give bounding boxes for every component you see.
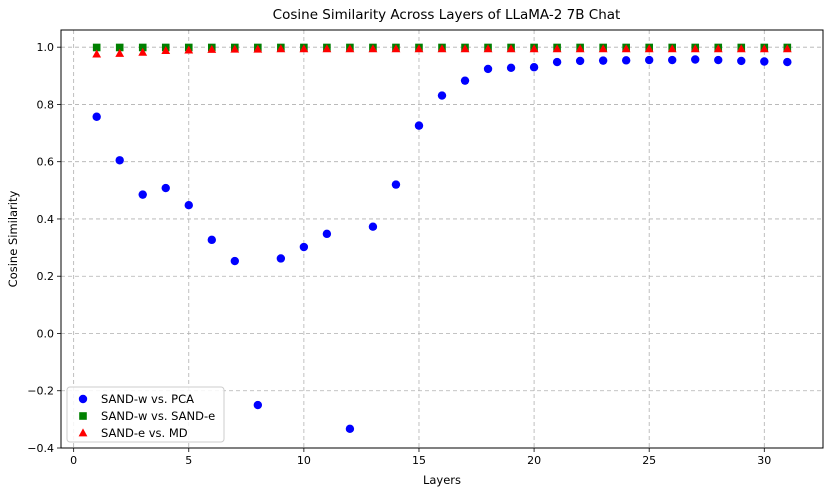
- x-tick-label: 25: [642, 454, 656, 467]
- data-point-triangle: [759, 44, 769, 53]
- chart-title: Cosine Similarity Across Layers of LLaMA…: [273, 7, 621, 23]
- data-point-triangle: [253, 44, 263, 53]
- data-point-circle: [760, 57, 769, 66]
- data-point-circle: [598, 56, 608, 65]
- data-point-circle: [437, 91, 447, 100]
- legend-entry-label: SAND-e vs. MD: [101, 426, 188, 440]
- data-point-triangle: [621, 44, 631, 53]
- data-point-circle: [322, 229, 332, 239]
- data-point-triangle: [667, 44, 677, 53]
- data-point-triangle: [414, 44, 424, 53]
- data-point-triangle: [460, 44, 470, 53]
- data-point-circle: [207, 235, 216, 245]
- y-tick-label: −0.4: [27, 442, 54, 455]
- data-point-circle: [668, 55, 677, 65]
- data-point-circle: [345, 424, 355, 434]
- data-point-triangle: [598, 44, 608, 53]
- data-point-triangle: [92, 49, 102, 58]
- legend-marker-square: [79, 412, 87, 420]
- legend: SAND-w vs. PCA SAND-w vs. SAND-e SAND-e vs…: [66, 386, 225, 443]
- series-circle: [92, 55, 792, 434]
- data-point-triangle: [529, 44, 539, 53]
- y-tick-label: −0.2: [27, 385, 54, 398]
- data-point-circle: [138, 190, 147, 199]
- data-point-triangle: [345, 44, 355, 53]
- data-point-triangle: [690, 44, 700, 53]
- data-point-circle: [115, 156, 124, 165]
- y-tick-label: 0.0: [37, 327, 55, 340]
- legend-entry-label: SAND-w vs. SAND-e: [101, 409, 215, 423]
- data-point-circle: [92, 112, 101, 121]
- data-point-circle: [276, 254, 286, 263]
- data-point-triangle: [483, 44, 493, 53]
- y-tick-label: 0.6: [37, 156, 55, 169]
- data-point-triangle: [736, 44, 746, 53]
- data-point-circle: [368, 222, 378, 231]
- x-tick-label: 0: [70, 454, 77, 467]
- data-point-circle: [506, 63, 516, 72]
- data-point-square: [115, 43, 124, 52]
- data-point-circle: [737, 56, 746, 66]
- x-tick-label: 5: [185, 454, 192, 467]
- data-point-circle: [483, 64, 493, 74]
- data-point-triangle: [230, 44, 240, 53]
- data-point-circle: [691, 55, 700, 64]
- data-point-triangle: [552, 44, 562, 53]
- data-point-triangle: [506, 44, 516, 53]
- legend-box: [66, 386, 225, 443]
- y-tick-label: 0.4: [37, 213, 55, 226]
- data-point-circle: [552, 57, 562, 67]
- legend-entry-label: SAND-w vs. PCA: [101, 392, 194, 406]
- data-point-triangle: [644, 44, 654, 53]
- data-point-triangle: [782, 44, 792, 53]
- data-point-circle: [621, 56, 631, 65]
- legend-marker-circle: [78, 394, 88, 404]
- data-point-circle: [414, 121, 424, 130]
- data-point-triangle: [299, 44, 309, 53]
- data-point-triangle: [713, 44, 723, 53]
- y-axis-title: Cosine Similarity: [6, 190, 20, 287]
- data-point-triangle: [161, 46, 171, 55]
- data-point-triangle: [368, 44, 378, 53]
- x-axis: 0 5 10 15 20 25 30: [70, 448, 771, 467]
- data-point-circle: [714, 55, 723, 65]
- data-point-triangle: [391, 44, 401, 53]
- data-point-circle: [783, 57, 792, 67]
- x-tick-label: 20: [527, 454, 541, 467]
- data-point-triangle: [575, 44, 585, 53]
- y-tick-label: 1.0: [37, 41, 55, 54]
- data-point-circle: [253, 400, 263, 410]
- data-point-circle: [644, 55, 654, 65]
- data-point-circle: [184, 201, 193, 210]
- legend-marker-triangle: [78, 428, 88, 437]
- data-series: [92, 43, 792, 434]
- x-tick-label: 15: [412, 454, 426, 467]
- y-axis: −0.4 −0.2 0.0 0.2 0.4 0.6 0.8 1.0: [27, 41, 61, 455]
- data-point-circle: [161, 183, 170, 193]
- data-point-circle: [391, 180, 401, 189]
- x-axis-title: Layers: [423, 473, 461, 487]
- data-point-square: [92, 43, 101, 52]
- data-point-triangle: [322, 44, 332, 53]
- x-tick-label: 10: [297, 454, 311, 467]
- data-point-triangle: [184, 45, 194, 54]
- data-point-circle: [575, 56, 585, 66]
- data-point-circle: [299, 242, 309, 252]
- data-point-circle: [460, 76, 470, 85]
- data-point-triangle: [138, 47, 148, 56]
- y-tick-label: 0.8: [37, 98, 55, 111]
- data-point-triangle: [276, 44, 286, 53]
- data-point-square: [138, 43, 147, 52]
- data-point-circle: [230, 256, 240, 266]
- y-tick-label: 0.2: [37, 270, 55, 283]
- data-point-triangle: [115, 48, 125, 57]
- plot-area-frame: [60, 29, 824, 449]
- series-triangle: [92, 44, 792, 58]
- data-point-triangle: [207, 44, 217, 53]
- data-point-triangle: [437, 44, 447, 53]
- data-point-circle: [529, 63, 539, 72]
- x-tick-label: 30: [757, 454, 771, 467]
